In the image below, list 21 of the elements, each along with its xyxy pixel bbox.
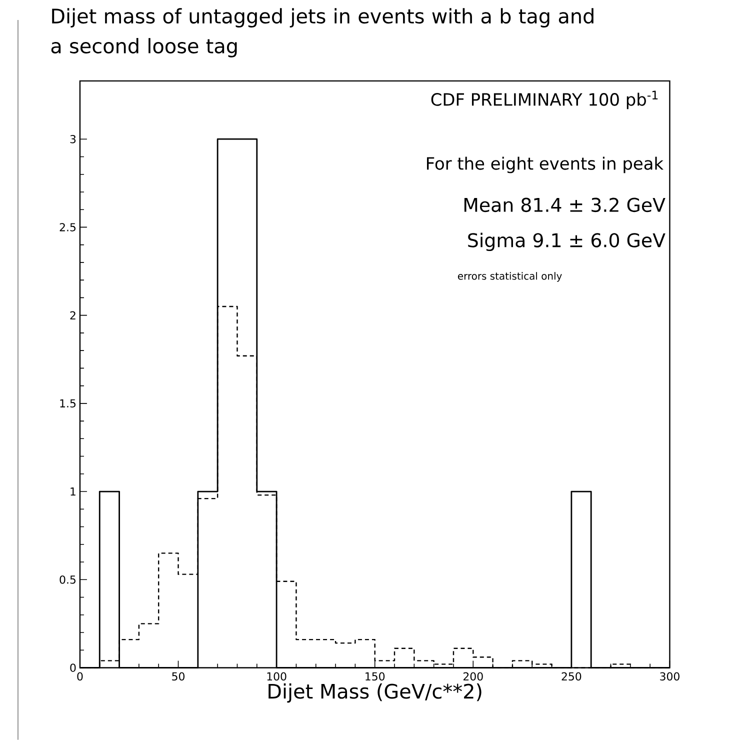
x-tick-label: 50 [172,672,185,681]
y-tick-label: 0 [70,664,76,672]
x-tick-label: 300 [660,672,680,681]
annotation: For the eight events in peak [427,156,664,174]
x-axis-title: Dijet Mass (GeV/c**2) [268,683,482,703]
annotation: errors statistical only [458,272,562,282]
y-tick-label: 1.5 [60,399,76,408]
x-tick-label: 200 [464,672,483,681]
annotation: Sigma 9.1 ± 6.0 GeV [468,232,666,252]
chart-title: Dijet mass of untagged jets in events with a b tag and a second loose tag [52,8,594,58]
y-tick-label: 0.5 [60,575,76,584]
y-tick-label: 1 [70,488,76,496]
x-tick-label: 150 [366,672,385,681]
annotation: CDF PRELIMINARY 100 pb$^{-1}$ [431,90,658,110]
x-tick-label: 0 [77,672,83,681]
y-tick-label: 2 [70,311,76,320]
annotation: Mean 81.4 ± 3.2 GeV [464,198,666,212]
x-tick-label: 100 [267,672,286,681]
x-tick-label: 250 [562,672,582,681]
y-tick-label: 3 [70,134,76,144]
y-tick-label: 2.5 [60,223,76,232]
